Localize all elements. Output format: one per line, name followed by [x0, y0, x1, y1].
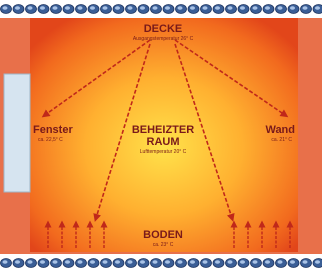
heating-diagram: DECKE Ausgangstemperatur 26° C Fenster c…: [0, 0, 322, 271]
pipe-highlight: [290, 260, 295, 264]
floor-note: ca. 23° C: [153, 242, 174, 248]
pipe-highlight: [228, 6, 233, 10]
pipe-highlight: [90, 6, 95, 10]
pipe-highlight: [90, 260, 95, 264]
pipe-highlight: [28, 260, 33, 264]
room-label: RAUM: [147, 136, 180, 148]
floor-label: BODEN: [143, 229, 183, 241]
pipe-highlight: [203, 260, 208, 264]
room-label: BEHEIZTER: [132, 124, 194, 136]
pipe-highlight: [178, 6, 183, 10]
pipe-highlight: [203, 6, 208, 10]
pipe-highlight: [165, 6, 170, 10]
room-note: Lufttemperatur 20° C: [140, 149, 187, 155]
ceiling-label: DECKE: [144, 23, 183, 35]
pipe-highlight: [78, 6, 83, 10]
pipe-highlight: [65, 6, 70, 10]
page: {"ceiling": {"label": "DECKE", "note": "…: [0, 0, 322, 271]
pipe-highlight: [128, 6, 133, 10]
pipe-highlight: [190, 260, 195, 264]
pipe-highlight: [3, 6, 8, 10]
pipe-highlight: [253, 260, 258, 264]
wall-label: Wand: [265, 124, 295, 136]
window-label: Fenster: [33, 124, 73, 136]
pipe-highlight: [40, 260, 45, 264]
pipe-highlight: [315, 6, 320, 10]
pipe-highlight: [265, 260, 270, 264]
pipe-highlight: [215, 6, 220, 10]
pipe-highlight: [165, 260, 170, 264]
window-note: ca. 22,5° C: [38, 137, 63, 143]
pipe-highlight: [140, 260, 145, 264]
pipe-highlight: [28, 6, 33, 10]
pipe-highlight: [153, 260, 158, 264]
pipe-highlight: [15, 260, 20, 264]
pipe-highlight: [315, 260, 320, 264]
pipe-highlight: [115, 6, 120, 10]
pipe-highlight: [303, 260, 308, 264]
pipe-highlight: [215, 260, 220, 264]
pipe-highlight: [265, 6, 270, 10]
pipe-highlight: [53, 260, 58, 264]
pipe-highlight: [128, 260, 133, 264]
pipe-highlight: [103, 6, 108, 10]
pipe-highlight: [278, 6, 283, 10]
pipe-highlight: [240, 6, 245, 10]
pipe-highlight: [140, 6, 145, 10]
pipe-highlight: [103, 260, 108, 264]
ceiling-note: Ausgangstemperatur 26° C: [133, 36, 194, 42]
pipe-highlight: [240, 260, 245, 264]
wall-note: ca. 21° C: [271, 137, 292, 143]
pipe-highlight: [190, 6, 195, 10]
pipe-highlight: [303, 6, 308, 10]
pipe-highlight: [253, 6, 258, 10]
pipe-highlight: [290, 6, 295, 10]
window-pane: [4, 74, 30, 192]
pipe-highlight: [3, 260, 8, 264]
pipe-highlight: [178, 260, 183, 264]
pipe-highlight: [40, 6, 45, 10]
pipe-highlight: [278, 260, 283, 264]
pipe-highlight: [65, 260, 70, 264]
pipe-highlight: [78, 260, 83, 264]
pipe-highlight: [115, 260, 120, 264]
pipe-highlight: [153, 6, 158, 10]
pipe-highlight: [15, 6, 20, 10]
pipe-highlight: [53, 6, 58, 10]
pipe-highlight: [228, 260, 233, 264]
